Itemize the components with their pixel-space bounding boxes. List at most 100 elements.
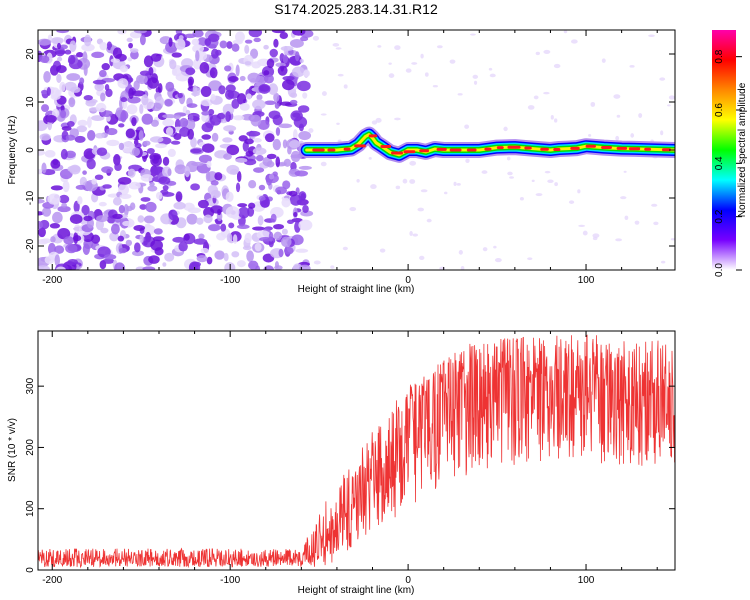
noise-blob [67, 165, 81, 173]
noise-blob [178, 241, 188, 252]
noise-blob [200, 247, 209, 254]
noise-blob [226, 41, 233, 49]
noise-blob [105, 127, 118, 136]
noise-blob [236, 93, 247, 105]
noise-blob [179, 126, 190, 138]
sparse-dot [660, 130, 664, 136]
noise-blob [196, 217, 204, 225]
noise-blob [275, 156, 281, 168]
noise-blob [278, 123, 293, 129]
sparse-dot [308, 128, 314, 133]
noise-blob [266, 153, 277, 160]
sparse-dot [616, 114, 621, 118]
noise-blob [232, 115, 245, 121]
noise-blob [248, 202, 256, 209]
noise-blob [298, 219, 313, 231]
spectrogram-ytick-label: 10 [25, 96, 36, 108]
sparse-dot [588, 134, 592, 137]
noise-blob [192, 58, 202, 70]
noise-blob [113, 154, 121, 166]
noise-blob [58, 194, 70, 204]
noise-blob [83, 34, 92, 47]
noise-blob [209, 67, 218, 79]
sparse-dot [368, 156, 372, 160]
spectrogram-xtick-label: -200 [42, 275, 62, 286]
noise-blob [217, 208, 222, 216]
noise-blob [226, 164, 240, 175]
noise-blob [98, 69, 107, 78]
noise-blob [55, 65, 67, 74]
spectrogram-xlabel: Height of straight line (km) [298, 284, 415, 295]
noise-blob [82, 170, 87, 175]
noise-blob [203, 214, 213, 224]
sparse-dot [432, 85, 438, 88]
noise-blob [155, 191, 163, 200]
noise-blob [206, 256, 213, 265]
noise-blob [63, 236, 75, 245]
noise-blob [264, 133, 275, 143]
noise-blob [148, 255, 160, 264]
noise-blob [184, 33, 196, 39]
noise-blob [126, 37, 133, 43]
snr-xtick-label: 0 [405, 575, 411, 586]
noise-blob [117, 78, 129, 89]
noise-blob [179, 117, 189, 128]
noise-blob [120, 110, 127, 123]
noise-blob [258, 83, 271, 94]
sparse-dot [668, 95, 675, 100]
noise-blob [225, 84, 236, 93]
noise-blob [134, 30, 147, 34]
noise-blob [83, 215, 93, 222]
noise-blob [236, 171, 242, 183]
noise-blob [187, 128, 194, 140]
noise-blob [264, 100, 277, 106]
noise-blob [66, 73, 81, 81]
noise-blob [96, 215, 109, 223]
noise-blob [87, 116, 92, 128]
noise-blob [223, 153, 232, 160]
sparse-dot [469, 33, 476, 36]
noise-blob [131, 147, 141, 157]
colorbar-ticks: 0.0 0.2 0.4 0.6 0.8 [714, 49, 742, 277]
sparse-dot [375, 117, 382, 123]
sparse-dot [342, 246, 348, 251]
sparse-dot [460, 265, 465, 270]
spectrogram-ytick-label: 20 [25, 48, 36, 60]
noise-blob [100, 227, 109, 234]
noise-blob [46, 87, 51, 96]
noise-blob [237, 203, 248, 208]
noise-blob [149, 181, 155, 187]
noise-blob [87, 130, 96, 141]
noise-blob [250, 114, 262, 127]
noise-blob [292, 30, 306, 36]
noise-blob [223, 252, 229, 262]
noise-blob [129, 48, 139, 53]
noise-blob [59, 44, 68, 50]
noise-blob [69, 40, 77, 52]
noise-blob [193, 238, 208, 245]
noise-blob [142, 224, 156, 236]
noise-blob [294, 51, 300, 62]
noise-blob [141, 113, 153, 125]
noise-blob [281, 197, 291, 208]
noise-blob [82, 243, 90, 255]
noise-blob [275, 186, 287, 195]
sparse-dot [638, 113, 643, 118]
noise-blob [186, 103, 198, 108]
noise-blob [239, 102, 250, 111]
sparse-dot [481, 170, 488, 174]
noise-blob [100, 92, 106, 102]
noise-blob [205, 171, 211, 182]
noise-blob [252, 147, 267, 155]
noise-blob [50, 236, 56, 243]
noise-blob [298, 130, 312, 141]
noise-blob [102, 184, 112, 189]
noise-blob [259, 236, 272, 242]
noise-blob [214, 250, 225, 260]
sparse-dot [424, 72, 429, 77]
snr-ytick-label: 300 [25, 377, 36, 394]
noise-blob [112, 197, 122, 206]
noise-blob [289, 38, 304, 48]
noise-blob [38, 238, 49, 245]
noise-blob [102, 258, 115, 264]
